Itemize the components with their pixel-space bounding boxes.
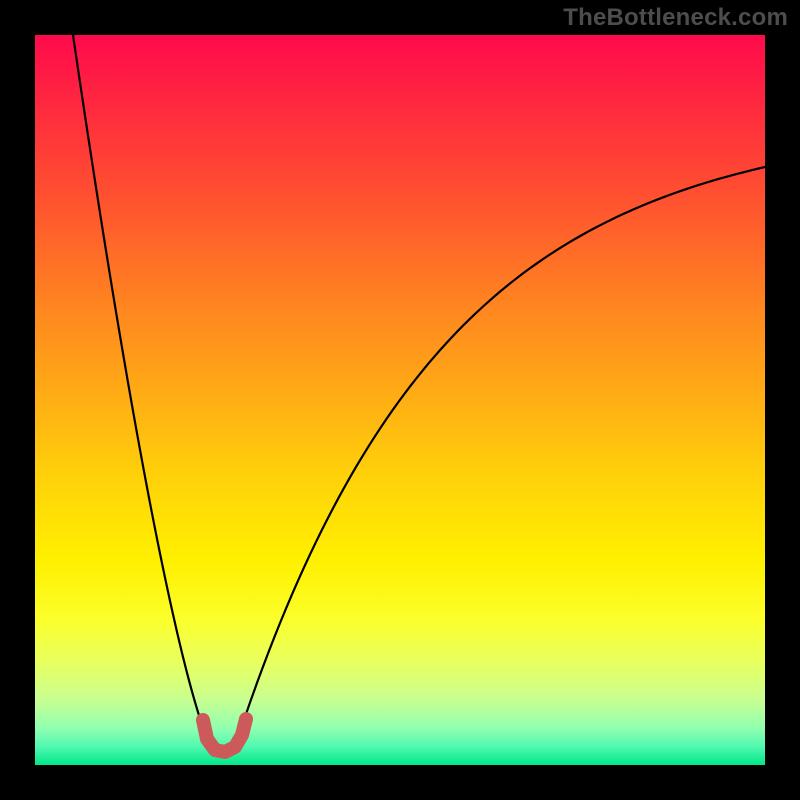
watermark-text: TheBottleneck.com [563, 4, 788, 32]
bottleneck-chart [0, 0, 800, 800]
